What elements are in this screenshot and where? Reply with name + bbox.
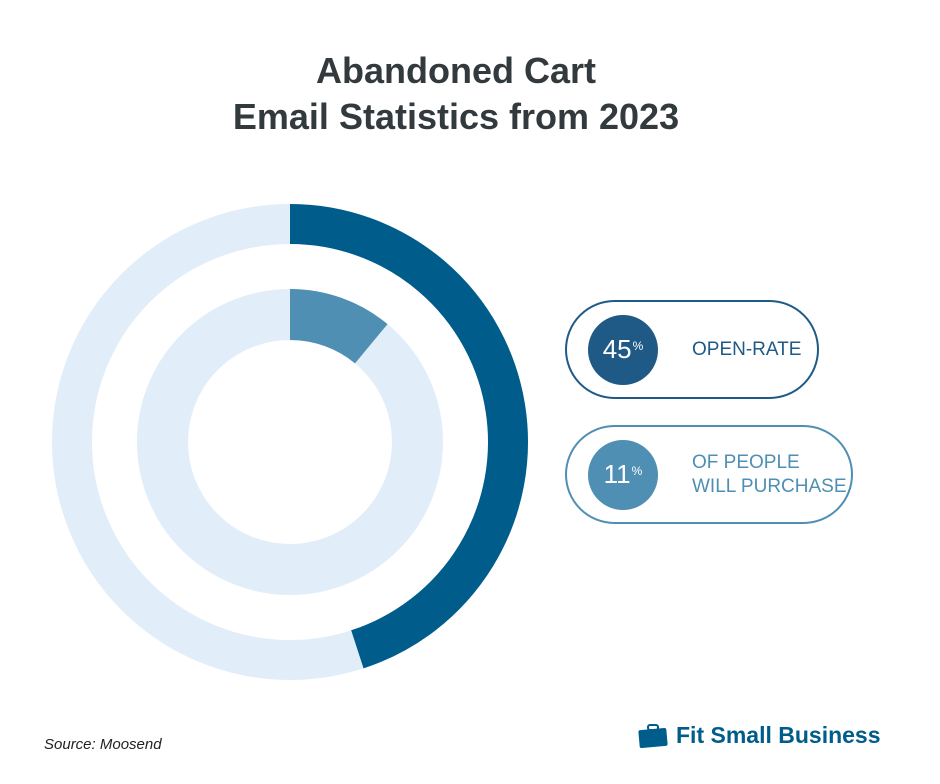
legend-purchase: 11% OF PEOPLE WILL PURCHASE: [565, 425, 853, 524]
value: 11: [603, 459, 631, 489]
title-line-2: Email Statistics from 2023: [232, 96, 680, 137]
title-line-1: Abandoned Cart: [315, 50, 596, 91]
percent-sign: %: [632, 338, 644, 353]
percent-sign: %: [631, 463, 643, 478]
value-badge: 45%: [588, 314, 658, 385]
label-line: OF PEOPLE: [692, 451, 800, 473]
brand-logo: Fit Small Business: [638, 722, 881, 749]
brand-name: Fit Small Business: [676, 722, 881, 748]
legend-label: OPEN-RATE: [692, 338, 801, 362]
inner-track: [137, 289, 443, 595]
value-badge: 11%: [588, 439, 658, 510]
legend-open-rate: 45% OPEN-RATE: [565, 300, 819, 399]
label-line: WILL PURCHASE: [692, 475, 847, 497]
legend-label: OF PEOPLE WILL PURCHASE: [692, 451, 847, 499]
briefcase-icon: [638, 723, 668, 748]
value: 45: [602, 334, 632, 364]
outer-arc-open-rate: [289, 204, 528, 669]
inner-arc-purchase: [289, 289, 388, 364]
label-line: OPEN-RATE: [692, 338, 802, 360]
source-note: Source: Moosend: [44, 736, 162, 753]
chart-title: Abandoned Cart Email Statistics from 202…: [0, 48, 912, 140]
